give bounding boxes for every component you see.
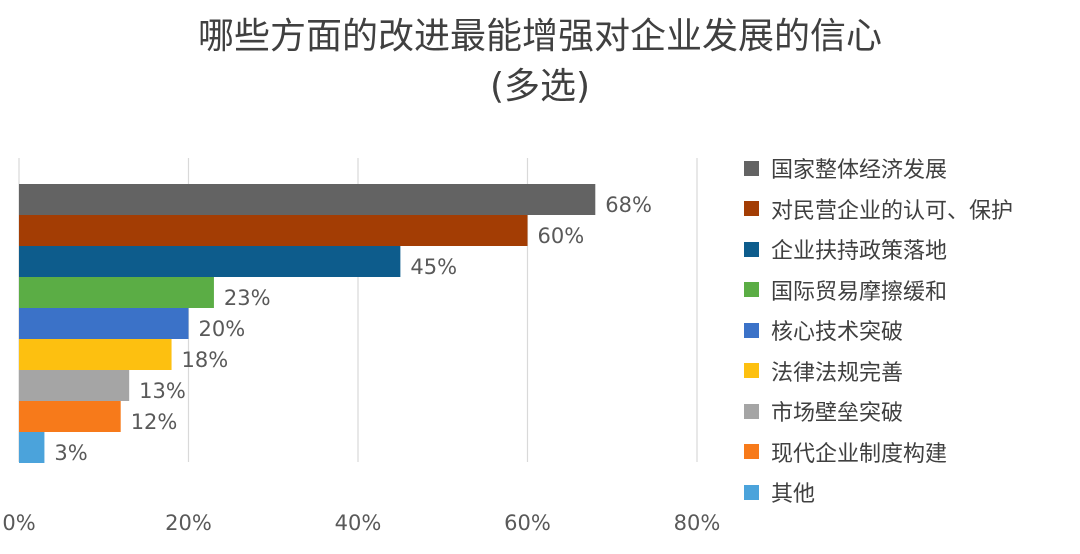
- x-tick-label: 0%: [2, 511, 35, 535]
- x-tick-label: 60%: [504, 511, 551, 535]
- bar-value-label: 20%: [199, 317, 246, 341]
- legend-label: 对民营企业的认可、保护: [771, 198, 1014, 224]
- legend-item: 核心技术突破: [744, 310, 1013, 351]
- legend-item: 现代企业制度构建: [744, 432, 1013, 473]
- legend-swatch: [744, 444, 759, 460]
- legend-label: 法律法规完善: [771, 360, 904, 386]
- chart-title-block: 哪些方面的改进最能增强对企业发展的信心 (多选): [0, 12, 1080, 112]
- legend-swatch: [744, 160, 759, 176]
- legend-swatch: [744, 484, 759, 500]
- legend-label: 国际贸易摩擦缓和: [771, 279, 948, 305]
- legend-swatch: [744, 241, 759, 257]
- x-tick-label: 80%: [674, 511, 721, 535]
- legend-label: 现代企业制度构建: [771, 441, 948, 467]
- bar: [19, 277, 214, 308]
- chart-title: 哪些方面的改进最能增强对企业发展的信心: [197, 16, 882, 57]
- legend-item: 其他: [744, 472, 1013, 513]
- legend-item: 企业扶持政策落地: [744, 229, 1013, 270]
- legend-label: 国家整体经济发展: [771, 158, 948, 184]
- legend-label: 其他: [771, 482, 816, 508]
- bar-value-label: 13%: [139, 379, 186, 403]
- bar-value-label: 23%: [224, 286, 271, 310]
- bar: [19, 184, 596, 215]
- bar-value-label: 60%: [538, 224, 585, 248]
- x-tick-label: 20%: [165, 511, 212, 535]
- chart-subtitle: (多选): [489, 66, 591, 107]
- legend-item: 市场壁垒突破: [744, 391, 1013, 432]
- legend-item: 国际贸易摩擦缓和: [744, 270, 1013, 311]
- legend-item: 法律法规完善: [744, 351, 1013, 392]
- bar-value-label: 68%: [605, 193, 652, 217]
- bar-value-label: 3%: [54, 441, 87, 465]
- bar: [19, 401, 121, 432]
- bar-value-label: 18%: [182, 348, 229, 372]
- legend-item: 对民营企业的认可、保护: [744, 189, 1013, 230]
- chart-legend: 国家整体经济发展对民营企业的认可、保护 企业扶持政策落地 国际贸易摩擦缓和 核心技术突…: [744, 148, 1013, 513]
- legend-label: 企业扶持政策落地: [771, 239, 948, 265]
- bar-value-label: 12%: [131, 410, 178, 434]
- legend-swatch: [744, 201, 759, 217]
- legend-label: 市场壁垒突破: [771, 401, 904, 427]
- bar: [19, 215, 528, 246]
- legend-swatch: [744, 363, 759, 379]
- bar: [19, 432, 45, 463]
- bar: [19, 370, 130, 401]
- bar-value-label: 45%: [410, 255, 457, 279]
- bar: [19, 339, 172, 370]
- bar: [19, 246, 401, 277]
- legend-swatch: [744, 403, 759, 419]
- legend-label: 核心技术突破: [771, 320, 904, 346]
- x-tick-label: 40%: [335, 511, 382, 535]
- legend-item: 国家整体经济发展: [744, 148, 1013, 189]
- legend-swatch: [744, 282, 759, 298]
- bar: [19, 308, 189, 339]
- legend-swatch: [744, 322, 759, 338]
